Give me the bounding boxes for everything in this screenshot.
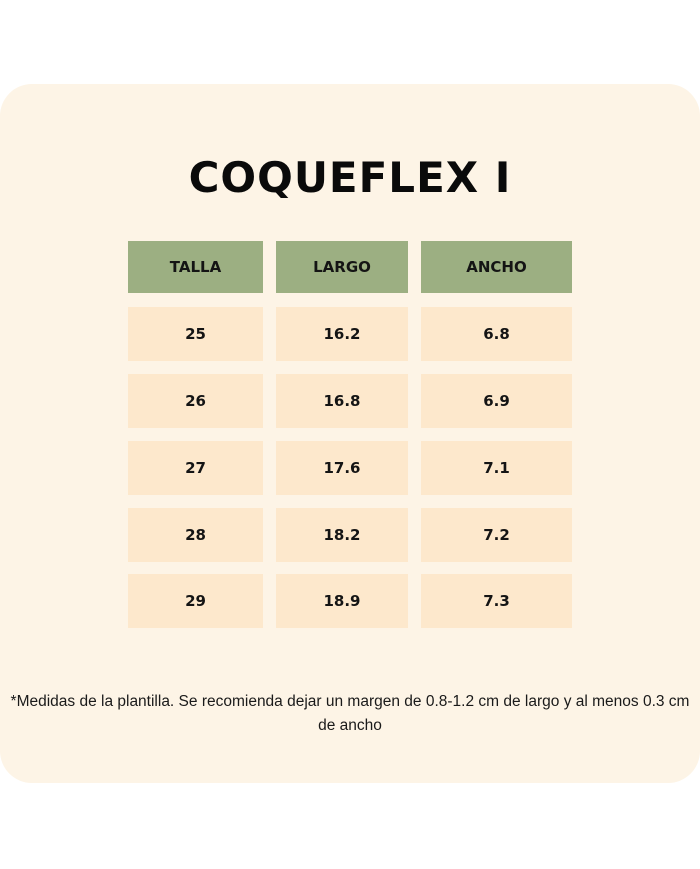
table-cell: 25 [128, 307, 263, 361]
footnote: *Medidas de la plantilla. Se recomienda … [10, 693, 690, 734]
column-header-talla: TALLA [128, 241, 263, 293]
table-cell: 18.9 [276, 574, 408, 628]
table-cell: 7.3 [421, 574, 572, 628]
table-cell: 26 [128, 374, 263, 428]
table-cell: 6.9 [421, 374, 572, 428]
table-cell: 7.2 [421, 508, 572, 562]
table-cell: 17.6 [276, 441, 408, 495]
table-cell: 16.8 [276, 374, 408, 428]
column-header-largo: LARGO [276, 241, 408, 293]
table-cell: 6.8 [421, 307, 572, 361]
table-cell: 7.1 [421, 441, 572, 495]
table-cell: 28 [128, 508, 263, 562]
column-header-ancho: ANCHO [421, 241, 572, 293]
table-cell: 16.2 [276, 307, 408, 361]
page-title: COQUEFLEX I [188, 153, 512, 202]
table-cell: 18.2 [276, 508, 408, 562]
table-cell: 27 [128, 441, 263, 495]
size-chart-card [0, 84, 700, 783]
table-cell: 29 [128, 574, 263, 628]
